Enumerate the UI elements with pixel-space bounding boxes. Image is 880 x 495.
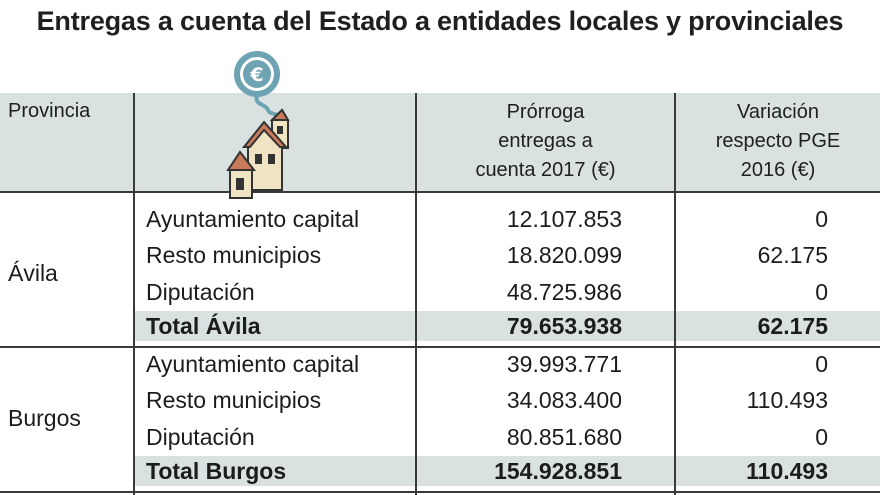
province-name: Ávila [8, 260, 58, 286]
grid-line [415, 93, 417, 495]
page-title: Entregas a cuenta del Estado a entidades… [36, 6, 844, 36]
row-variacion: 0 [815, 279, 828, 305]
header-provincia: Provincia [8, 100, 91, 122]
province-name: Burgos [8, 405, 81, 431]
grid-line [0, 491, 880, 493]
row-prorroga: 80.851.680 [506, 424, 622, 450]
row-variacion: 0 [815, 351, 828, 377]
grid-line [0, 346, 880, 348]
row-prorroga: 34.083.400 [506, 387, 622, 413]
header-cell-variacion [676, 93, 880, 192]
grid-line [674, 93, 676, 495]
total-label: Total Ávila [146, 313, 261, 339]
row-prorroga: 39.993.771 [506, 351, 622, 377]
total-variacion: 62.175 [757, 313, 828, 339]
header-cell-provincia [0, 93, 133, 192]
grid-line [0, 191, 880, 193]
total-row-band [135, 311, 880, 341]
row-prorroga: 18.820.099 [506, 242, 622, 268]
total-variacion: 110.493 [746, 458, 828, 484]
euro-town-hall-icon: € [226, 51, 290, 199]
row-variacion: 110.493 [746, 387, 828, 413]
total-label: Total Burgos [146, 458, 287, 484]
header-prorroga: Prórroga entregas a cuenta 2017 (€) [475, 101, 616, 181]
row-label: Diputación [146, 279, 255, 305]
row-variacion: 62.175 [757, 242, 828, 268]
row-label: Ayuntamiento capital [146, 351, 360, 377]
row-variacion: 0 [815, 206, 828, 232]
row-label: Resto municipios [146, 387, 322, 413]
row-label: Ayuntamiento capital [146, 206, 360, 232]
total-prorroga: 154.928.851 [494, 458, 622, 484]
row-prorroga: 48.725.986 [506, 279, 622, 305]
header-cell-prorroga [417, 93, 674, 192]
row-prorroga: 12.107.853 [506, 206, 622, 232]
svg-text:€: € [249, 64, 263, 86]
row-label: Diputación [146, 424, 255, 450]
row-variacion: 0 [815, 424, 828, 450]
total-prorroga: 79.653.938 [506, 313, 622, 339]
grid-line [133, 93, 135, 495]
total-row-band [135, 456, 880, 486]
header-variacion: Variación respecto PGE 2016 (€) [715, 101, 841, 181]
row-label: Resto municipios [146, 242, 322, 268]
